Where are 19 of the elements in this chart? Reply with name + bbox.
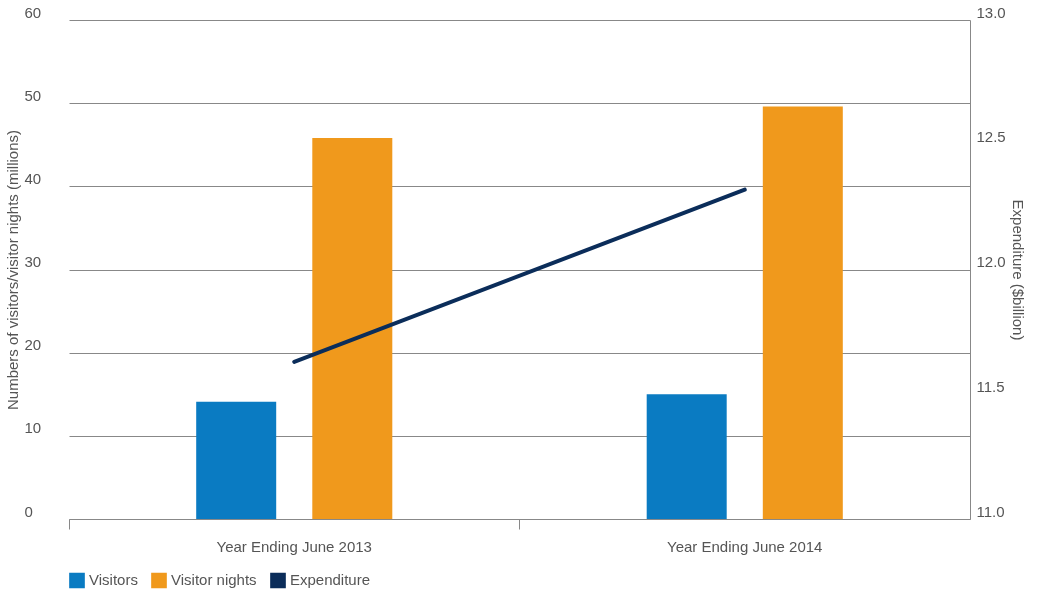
y2-tick-label: 13.0 xyxy=(976,3,1006,21)
legend-label: Visitors xyxy=(89,571,138,589)
y-tick-label: 40 xyxy=(24,169,42,187)
y-axis-title: Numbers of visitors/visitor nights (millions) xyxy=(3,129,21,411)
y2-tick-label: 11.5 xyxy=(976,377,1005,395)
legend-label: Expenditure xyxy=(290,571,371,589)
y2-tick-label: 11.0 xyxy=(976,502,1005,520)
y2-axis-title: Expenditure ($billion) xyxy=(1009,199,1027,341)
x-tick-label: Year Ending June 2013 xyxy=(216,537,372,555)
y2-tick-label: 12.0 xyxy=(976,253,1006,270)
x-tick-label: Year Ending June 2014 xyxy=(667,537,823,555)
y-tick-label: 60 xyxy=(24,3,42,21)
y-tick-label: 0 xyxy=(24,502,33,520)
y-tick-label: 50 xyxy=(24,86,42,104)
legend-label: Visitor nights xyxy=(171,571,257,589)
y2-tick-label: 12.5 xyxy=(976,128,1006,146)
y-tick-label: 10 xyxy=(24,419,42,437)
y-tick-label: 20 xyxy=(24,336,42,354)
y-tick-label: 30 xyxy=(24,253,42,270)
